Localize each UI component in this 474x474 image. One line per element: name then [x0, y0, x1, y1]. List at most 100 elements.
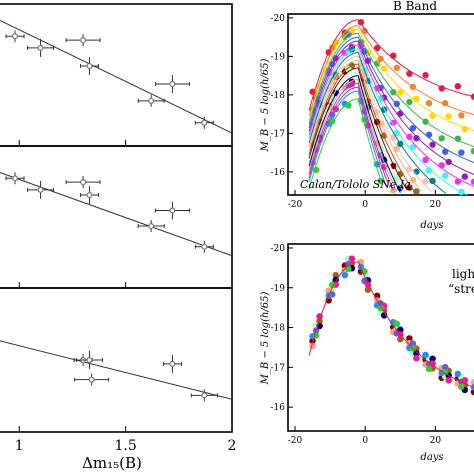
light-curve-point — [441, 172, 449, 179]
light-curve — [308, 25, 474, 117]
light-curve-point — [345, 260, 352, 268]
light-curve — [308, 19, 474, 111]
light-curve-point — [445, 377, 452, 384]
light-curve-point — [470, 379, 474, 386]
light-curve — [308, 86, 391, 188]
light-curve-point — [429, 177, 436, 185]
light-curve-point — [409, 125, 417, 132]
data-point — [154, 75, 190, 94]
light-curve-point — [441, 148, 449, 155]
left-top-plot — [0, 19, 233, 134]
light-curve-point — [390, 89, 397, 96]
light-curve-point — [429, 112, 436, 119]
right-top-annotation: Calan/Tololo SNe Ia — [300, 178, 411, 191]
y-tick-label: -18 — [271, 324, 286, 334]
fit-line — [0, 19, 233, 134]
data-point — [65, 176, 101, 189]
light-curve-point — [406, 184, 413, 191]
light-curve — [308, 28, 474, 132]
light-curve-point — [393, 100, 400, 108]
right-bottom-panel: -20 -19 -18 -17 -16 -20 0 20 light- “stretch M_… — [260, 243, 474, 463]
light-curve-point — [454, 370, 462, 378]
light-curve-point — [425, 365, 433, 373]
light-curve-point — [413, 95, 420, 103]
light-curve — [308, 67, 408, 191]
y-tick-label: -18 — [271, 91, 286, 101]
light-curve-point — [441, 100, 449, 107]
right-top-y-axis-label: M_B − 5 log(h/65) — [260, 58, 271, 152]
light-curve-point — [470, 178, 474, 185]
data-point — [5, 30, 25, 43]
light-curve-point — [413, 350, 420, 357]
light-curve-point — [406, 98, 413, 106]
light-curve-point — [441, 363, 449, 371]
left-bottom-frame — [0, 287, 233, 433]
right-bottom-annotation-line2: “stretch — [448, 282, 474, 296]
right-bottom-annotation-line1: light- — [452, 267, 474, 281]
light-curve-point — [425, 99, 433, 107]
light-curve-point — [397, 89, 404, 96]
light-curve-point — [393, 320, 400, 327]
light-curve-point — [406, 133, 413, 141]
light-curve-point — [413, 134, 420, 142]
light-curve — [308, 32, 474, 148]
light-curve — [308, 55, 433, 193]
left-middle-frame — [0, 145, 233, 289]
light-curve-point — [438, 162, 445, 169]
data-point — [194, 116, 214, 129]
right-top-panel: B Band -20 -19 -18 -17 -16 -20 0 20 Calan/Tolol… — [260, 0, 474, 231]
light-curve-point — [470, 384, 474, 391]
light-curve-point — [422, 351, 429, 359]
light-curve-point — [441, 368, 449, 376]
light-curve-point — [425, 167, 433, 174]
light-curve-point — [390, 52, 397, 59]
x-tick-label: 2 — [228, 438, 237, 454]
light-curve — [308, 75, 401, 193]
light-curve-point — [445, 113, 452, 120]
light-curve-point — [409, 340, 417, 347]
data-point — [74, 373, 110, 386]
y-tick-label: -17 — [271, 129, 286, 139]
data-point — [79, 56, 99, 75]
light-curve — [308, 71, 405, 194]
light-curve — [308, 261, 474, 388]
light-curve-point — [429, 360, 436, 367]
light-curve-point — [406, 335, 413, 342]
left-panels: 1 1.5 2 Δm₁₅(B) — [0, 3, 237, 472]
light-curve-point — [438, 85, 445, 92]
x-tick-label: 20 — [430, 200, 442, 210]
data-point — [137, 94, 165, 107]
light-curve-point — [393, 64, 400, 72]
fit-line — [0, 340, 233, 400]
light-curve — [308, 98, 384, 190]
right-bottom-frame — [287, 243, 474, 432]
x-tick-label: 1 — [15, 438, 24, 454]
light-curve-point — [461, 173, 469, 180]
light-curve-point — [364, 286, 372, 293]
y-tick-label: -19 — [271, 284, 286, 294]
light-curve-point — [461, 377, 469, 384]
x-tick-label: -20 — [288, 436, 303, 446]
x-tick-label: 0 — [362, 200, 368, 210]
data-point — [154, 201, 190, 220]
y-tick-label: -17 — [271, 363, 286, 373]
light-curve-point — [454, 82, 462, 90]
light-curve-point — [458, 149, 465, 156]
right-bottom-y-axis-label: M_B − 5 log(h/65) — [260, 291, 271, 385]
light-curve-point — [454, 135, 462, 142]
light-curve-point — [438, 135, 445, 142]
right-top-x-axis-label: days — [420, 220, 443, 231]
light-curve-point — [422, 156, 429, 164]
y-tick-label: -19 — [271, 52, 286, 62]
x-tick-label: 0 — [362, 436, 368, 446]
light-curve-point — [413, 188, 420, 195]
y-tick-label: -20 — [271, 14, 286, 24]
data-point — [5, 172, 25, 185]
right-bottom-x-axis-label: days — [420, 452, 443, 463]
light-curve — [308, 48, 468, 196]
light-curve — [308, 51, 447, 194]
left-x-ticks: 1 1.5 2 — [15, 140, 237, 454]
light-curve-point — [380, 65, 388, 72]
light-curve — [308, 59, 422, 192]
